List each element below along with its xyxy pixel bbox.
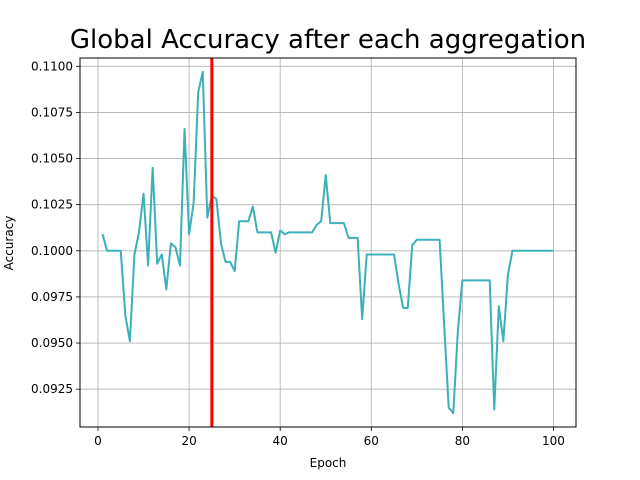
y-tick-label: 0.1050 xyxy=(31,152,73,166)
y-axis-label: Accuracy xyxy=(2,216,16,271)
x-tick-label: 0 xyxy=(94,434,102,448)
x-axis-label: Epoch xyxy=(310,456,347,470)
x-tick-label: 60 xyxy=(364,434,379,448)
y-tick-label: 0.0925 xyxy=(31,382,73,396)
accuracy-series-line xyxy=(101,70,554,415)
x-tick-label: 100 xyxy=(542,434,565,448)
plot-frame xyxy=(79,57,577,428)
y-tick-label: 0.1025 xyxy=(31,198,73,212)
grid-layer xyxy=(80,58,576,427)
series-layer xyxy=(101,70,554,415)
x-tick-label: 40 xyxy=(273,434,288,448)
y-tick-label: 0.0975 xyxy=(31,290,73,304)
y-tick-label: 0.1100 xyxy=(31,59,73,73)
x-tick-label: 80 xyxy=(455,434,470,448)
y-tick-label: 0.1000 xyxy=(31,244,73,258)
y-tick-label: 0.1075 xyxy=(31,105,73,119)
chart-title: Global Accuracy after each aggregation xyxy=(70,25,586,55)
x-tick-label: 20 xyxy=(181,434,196,448)
y-tick-label: 0.0950 xyxy=(31,336,73,350)
tick-layer: 0 20 40 60 80 100 0.0925 0.0950 0.0975 0.1000 0.10… xyxy=(31,59,565,448)
